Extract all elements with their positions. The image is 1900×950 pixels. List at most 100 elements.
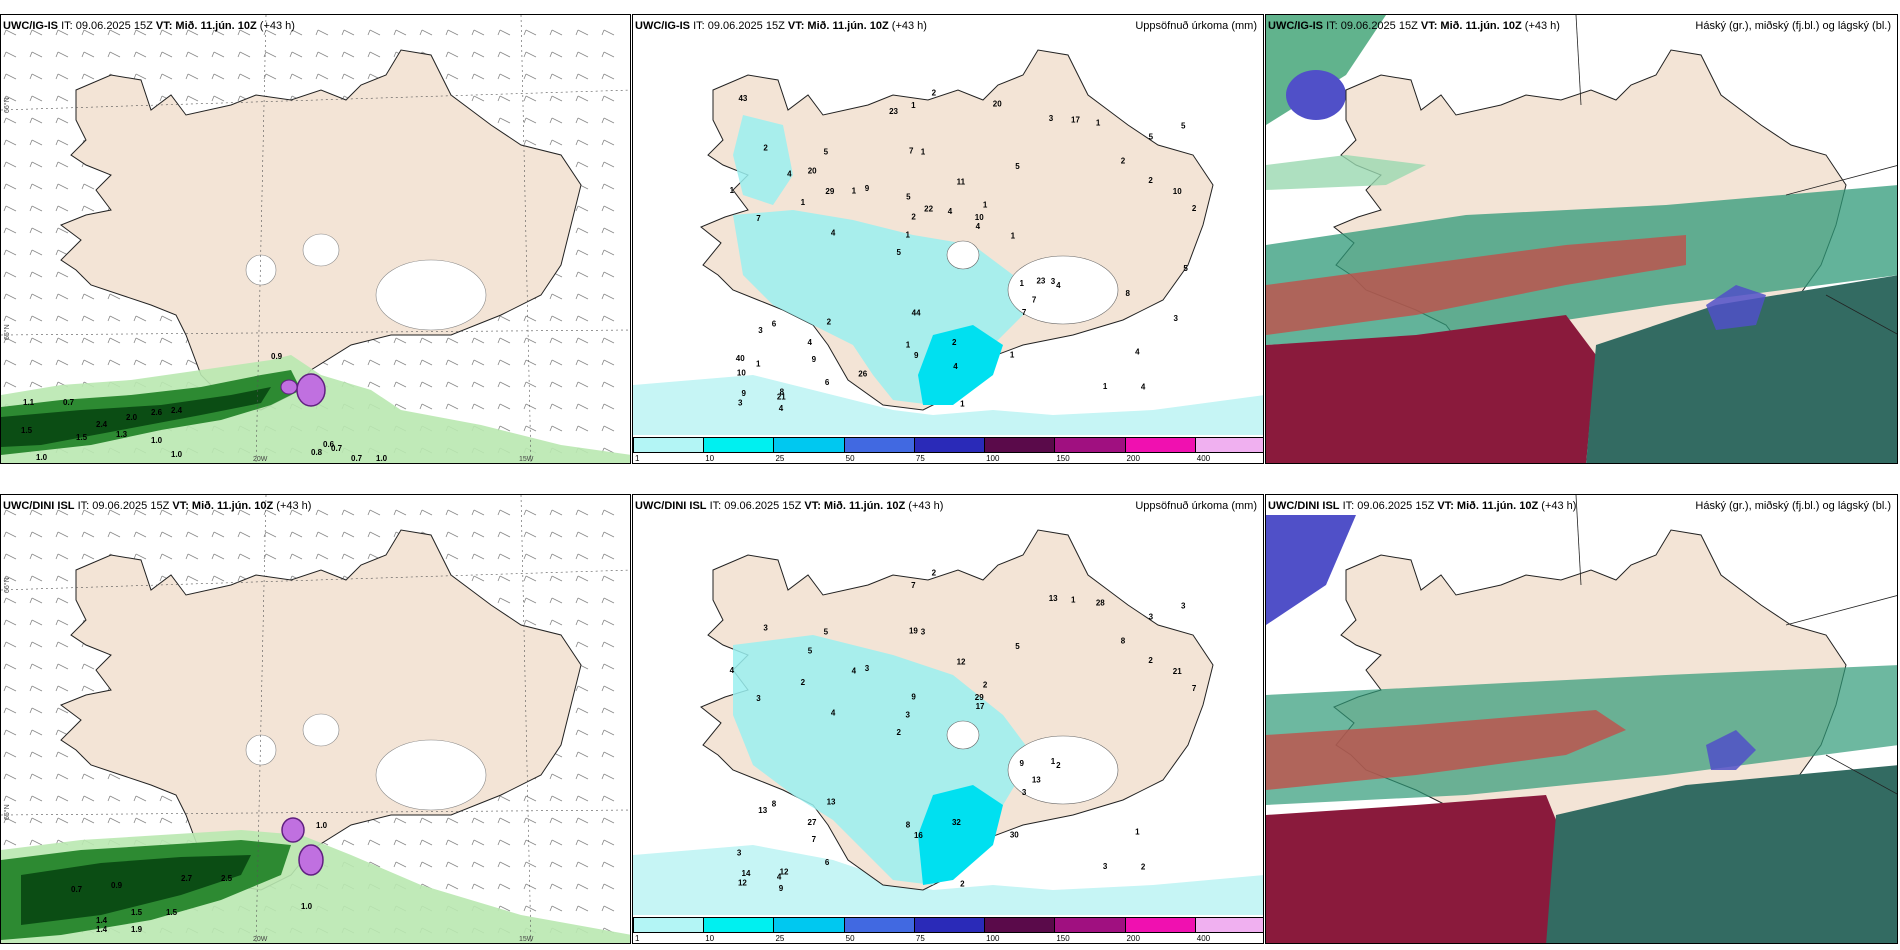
wind-barb (55, 337, 69, 344)
wind-barb (55, 597, 69, 604)
map-value-label: 7 (1022, 308, 1027, 317)
colorbar-tick-label: 200 (1126, 934, 1140, 943)
panel-wind-bottom: 66°N 65°N 20W 15W 0.7 0.9 2.7 2.5 1.0 1.4 1.5 1… (0, 494, 631, 944)
wind-barb (575, 315, 589, 322)
wind-barb (29, 183, 43, 190)
wind-barb (133, 315, 147, 322)
glacier-langjokull (946, 720, 980, 750)
wind-barb (445, 509, 459, 516)
panel-precip-top: 4 7 5 5 5 8 7 11 6 9 10 9 1 1 4 2 1 2 1 2 1 1 2 5 3 2 1 4 3 1 1 1 7 6 10 10… (632, 14, 1264, 464)
map-value-label: 2 (1121, 157, 1126, 166)
map-value-label: 1 (921, 148, 926, 157)
map-value-label: 9 (779, 884, 784, 893)
wind-barb (211, 553, 225, 560)
wind-barb (601, 817, 615, 824)
purple-convection-cell (296, 373, 326, 407)
wind-barb (3, 597, 17, 604)
wind-barb (549, 619, 563, 626)
wind-barb (575, 685, 589, 692)
glacier-vatnajokull (1007, 255, 1119, 325)
map-value-label: 20 (993, 100, 1002, 109)
wind-barb (341, 359, 355, 366)
map-value-label: 1.5 (76, 433, 88, 442)
wind-barb (471, 861, 485, 868)
wind-barb (185, 531, 199, 538)
map-value-label: 2 (1141, 862, 1146, 871)
lon-label-15: 15W (519, 456, 534, 463)
map-value-label: 12 (957, 658, 966, 667)
colorbar-swatch (913, 437, 986, 453)
map-value-label: 1 (1096, 119, 1101, 128)
wind-barb (341, 839, 355, 846)
wind-barb (3, 575, 17, 582)
map-value-label: 0.9 (111, 881, 123, 890)
precip-map-top: 4755587116910911421212112532143111761010… (633, 49, 1263, 435)
map-value-label: 12 (780, 867, 789, 876)
wind-barb (471, 403, 485, 410)
map-value-label: 17 (1071, 116, 1080, 125)
wind-barb (289, 509, 303, 516)
wind-barb (523, 29, 537, 36)
wind-barb (81, 205, 95, 212)
wind-barb (601, 729, 615, 736)
wind-barb (471, 509, 485, 516)
map-value-label: 2.5 (221, 874, 233, 883)
wind-barb (601, 29, 615, 36)
wind-barb (497, 359, 511, 366)
map-value-label: 3 (1181, 601, 1186, 610)
mid-cloud-blue (1266, 515, 1356, 625)
wind-barb (29, 729, 43, 736)
wind-barb (29, 381, 43, 388)
wind-barb (601, 663, 615, 670)
wind-barb (445, 861, 459, 868)
wind-barb (55, 795, 69, 802)
wind-barb (211, 531, 225, 538)
wind-barb (497, 509, 511, 516)
wind-barb (523, 597, 537, 604)
panel-title: UWC/IG-IS IT: 09.06.2025 15Z VT: Mið. 11… (3, 20, 295, 32)
map-value-label: 20 (808, 167, 817, 176)
map-value-label: 8 (1126, 289, 1131, 298)
wind-barb (159, 795, 173, 802)
wind-barb (575, 117, 589, 124)
map-value-label: 5 (1183, 264, 1188, 273)
wind-barb (55, 293, 69, 300)
wind-barb (575, 641, 589, 648)
colorbar-swatch (1194, 437, 1263, 453)
wind-barb (419, 359, 433, 366)
wind-barb (575, 403, 589, 410)
wind-barb (601, 707, 615, 714)
colorbar-tick-label: 1 (635, 454, 640, 463)
wind-barb (445, 839, 459, 846)
wind-barb (549, 359, 563, 366)
wind-barb (263, 73, 277, 80)
map-value-label: 7 (812, 835, 817, 844)
sea-precip-shading (633, 845, 1263, 915)
wind-barb (55, 641, 69, 648)
wind-barb (601, 183, 615, 190)
wind-barb (549, 139, 563, 146)
map-value-label: 0.7 (63, 398, 75, 407)
wind-barb (575, 839, 589, 846)
map-value-label: 1 (906, 340, 911, 349)
wind-barb (575, 619, 589, 626)
wind-barb (523, 531, 537, 538)
precip-light-shading (733, 115, 793, 205)
wind-barb (3, 707, 17, 714)
wind-barb (341, 509, 355, 516)
wind-barb (575, 293, 589, 300)
wind-barb (133, 359, 147, 366)
wind-barb (55, 183, 69, 190)
wind-barb (29, 619, 43, 626)
map-value-label: 6 (772, 319, 777, 328)
map-value-label: 9 (1020, 759, 1025, 768)
wind-barb (601, 597, 615, 604)
wind-barb (497, 597, 511, 604)
wind-barb (107, 337, 121, 344)
wind-barb (497, 861, 511, 868)
wind-barb (55, 619, 69, 626)
wind-barb (211, 73, 225, 80)
model-name: UWC/DINI ISL (635, 500, 707, 512)
wind-barb (367, 51, 381, 58)
lead-time: (+43 h) (276, 500, 312, 512)
